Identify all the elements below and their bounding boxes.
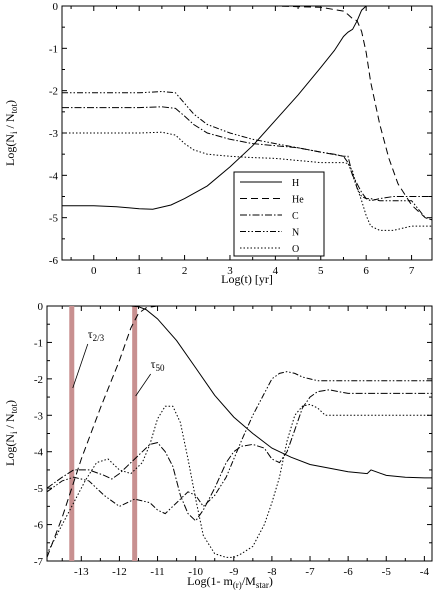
tau-marker-pointer — [135, 373, 152, 397]
bottom-y-tick-label: -1 — [34, 337, 43, 349]
bottom-x-label-main: Log(1- m — [187, 574, 233, 588]
top-y-label-main: Log(N — [3, 134, 17, 166]
bottom-y-label-main: Log(N — [3, 434, 17, 466]
top-x-tick-label: 1 — [136, 265, 142, 277]
top-y-tick-label: -4 — [49, 170, 59, 182]
bottom-x-tick-label: -9 — [229, 566, 239, 578]
bottom-x-axis-label: Log(1- m(r)/Mstar) — [187, 574, 273, 590]
legend-box — [233, 171, 325, 257]
tau-marker-pointer — [72, 343, 89, 389]
top-y-tick-label: 0 — [53, 1, 59, 13]
top-x-tick-label: 3 — [227, 265, 233, 277]
top-y-tick-label: -6 — [49, 255, 59, 267]
top-series-he — [62, 6, 432, 221]
bottom-x-tick-label: -8 — [267, 566, 277, 578]
bottom-series-h — [130, 306, 432, 479]
top-y-label-end: ) — [3, 100, 17, 104]
legend-label-h: H — [292, 178, 299, 189]
bottom-series-group — [47, 306, 432, 558]
bottom-x-tick-label: -13 — [74, 566, 89, 578]
top-y-tick-label: -1 — [49, 43, 58, 55]
bottom-y-tick-label: -4 — [34, 447, 44, 459]
top-y-axis-label: Log(Ni / Ntot) — [3, 100, 19, 166]
bottom-x-label-mid: /M — [242, 574, 256, 588]
bottom-series-he — [47, 306, 432, 558]
bottom-x-tick-label: -10 — [188, 566, 203, 578]
bottom-y-tick-label: -3 — [34, 410, 44, 422]
bottom-series-n — [47, 371, 432, 515]
top-series-c — [62, 106, 432, 202]
bottom-x-label-sub1: (r) — [233, 580, 242, 590]
top-series-n — [62, 90, 432, 221]
bottom-x-tick-label: -5 — [382, 566, 392, 578]
bottom-series-c — [47, 389, 432, 522]
top-x-tick-label: 0 — [91, 265, 97, 277]
top-series-h — [62, 6, 432, 210]
bottom-y-tick-label: -2 — [34, 374, 43, 386]
top-series-group — [62, 6, 432, 231]
legend-label-o: O — [292, 244, 299, 255]
top-y-tick-label: -3 — [49, 128, 59, 140]
bottom-x-tick-label: -7 — [305, 566, 315, 578]
tau-marker-label: τ2/3 — [88, 327, 105, 343]
tau-marker-band — [132, 306, 138, 561]
top-y-tick-label: -5 — [49, 213, 59, 225]
bottom-y-label-sub1: i — [9, 431, 19, 434]
bottom-y-tick-label: 0 — [38, 301, 44, 313]
tau-marker-band — [69, 306, 75, 561]
top-x-tick-label: 5 — [318, 265, 324, 277]
bottom-x-tick-label: -11 — [150, 566, 164, 578]
top-x-tick-label: 4 — [273, 265, 279, 277]
legend-label-n: N — [292, 228, 299, 239]
bottom-y-tick-label: -5 — [34, 483, 44, 495]
bottom-y-label-sub2: tot — [9, 403, 19, 413]
top-x-tick-label: 2 — [182, 265, 188, 277]
top-x-tick-label: 6 — [363, 265, 369, 277]
bottom-x-label-sub2: star — [256, 580, 269, 590]
top-panel: 0 1 2 3 4 5 6 7 0 -1 -2 -3 -4 -5 -6 H He CNO Log(t) [yr]… — [3, 1, 433, 286]
top-legend: H He CNO — [233, 171, 325, 257]
top-series-o — [62, 131, 432, 231]
bottom-y-tick-label: -7 — [34, 556, 44, 568]
tau-marker-label: τ50 — [151, 357, 165, 373]
top-y-label-sub2: tot — [9, 103, 19, 113]
bottom-x-tick-label: -4 — [420, 566, 430, 578]
top-x-axis-label: Log(t) [yr] — [221, 272, 273, 286]
bottom-markers-group: τ2/3 τ50 — [69, 306, 165, 561]
bottom-x-tick-label: -12 — [112, 566, 127, 578]
bottom-series-o — [47, 403, 432, 558]
bottom-x-label-end: ) — [269, 574, 273, 588]
top-ticks-group: 0 1 2 3 4 5 6 7 0 -1 -2 -3 -4 -5 -6 — [49, 1, 432, 277]
bottom-x-tick-label: -6 — [344, 566, 354, 578]
top-y-label-sub1: i — [9, 131, 19, 134]
top-x-tick-label: 7 — [409, 265, 415, 277]
bottom-y-axis-label: Log(Ni / Ntot) — [3, 400, 19, 466]
top-y-tick-label: -2 — [49, 86, 58, 98]
bottom-y-label-mid: / N — [3, 413, 17, 431]
legend-label-c: C — [292, 211, 299, 222]
bottom-ticks-group: -13 -12 -11 -10 -9 -8 -7 -6 -5 -4 0 -1 -2 -3 -4 -5 -6 -7 — [34, 301, 432, 578]
bottom-plot-frame — [46, 305, 433, 562]
top-y-label-mid: / N — [3, 113, 17, 131]
bottom-y-tick-label: -6 — [34, 520, 44, 532]
bottom-y-label-end: ) — [3, 400, 17, 404]
legend-label-he: He — [292, 195, 304, 206]
